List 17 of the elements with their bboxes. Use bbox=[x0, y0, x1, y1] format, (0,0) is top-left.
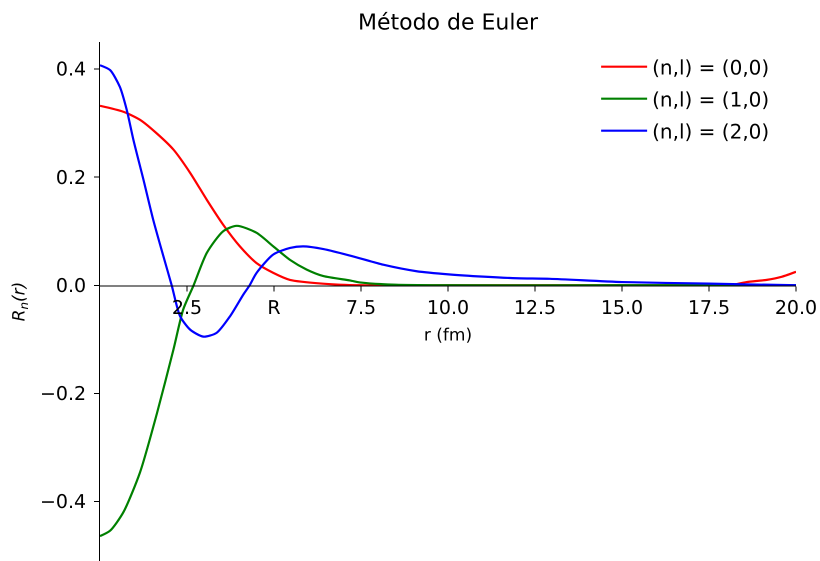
legend-label: (n,l) = (0,0) bbox=[652, 55, 770, 80]
legend-label: (n,l) = (1,0) bbox=[652, 87, 770, 112]
legend-label: (n,l) = (2,0) bbox=[652, 119, 770, 144]
x-tick-label: R bbox=[267, 297, 281, 320]
x-tick-label: 7.5 bbox=[346, 297, 376, 320]
x-tick-label: 12.5 bbox=[514, 297, 556, 320]
y-tick-label: 0.2 bbox=[56, 166, 86, 189]
x-tick-label: 17.5 bbox=[688, 297, 730, 320]
y-tick-label: −0.4 bbox=[40, 491, 86, 514]
x-tick-label: 10.0 bbox=[426, 297, 470, 320]
x-axis-title: r (fm) bbox=[424, 326, 472, 346]
x-tick-label: 20.0 bbox=[774, 297, 818, 320]
y-tick-label: −0.2 bbox=[40, 383, 86, 406]
x-tick-label: 15.0 bbox=[600, 297, 644, 320]
y-tick-label: 0.0 bbox=[56, 274, 86, 297]
y-tick-label: 0.4 bbox=[56, 58, 86, 81]
chart-title: Método de Euler bbox=[358, 10, 539, 36]
